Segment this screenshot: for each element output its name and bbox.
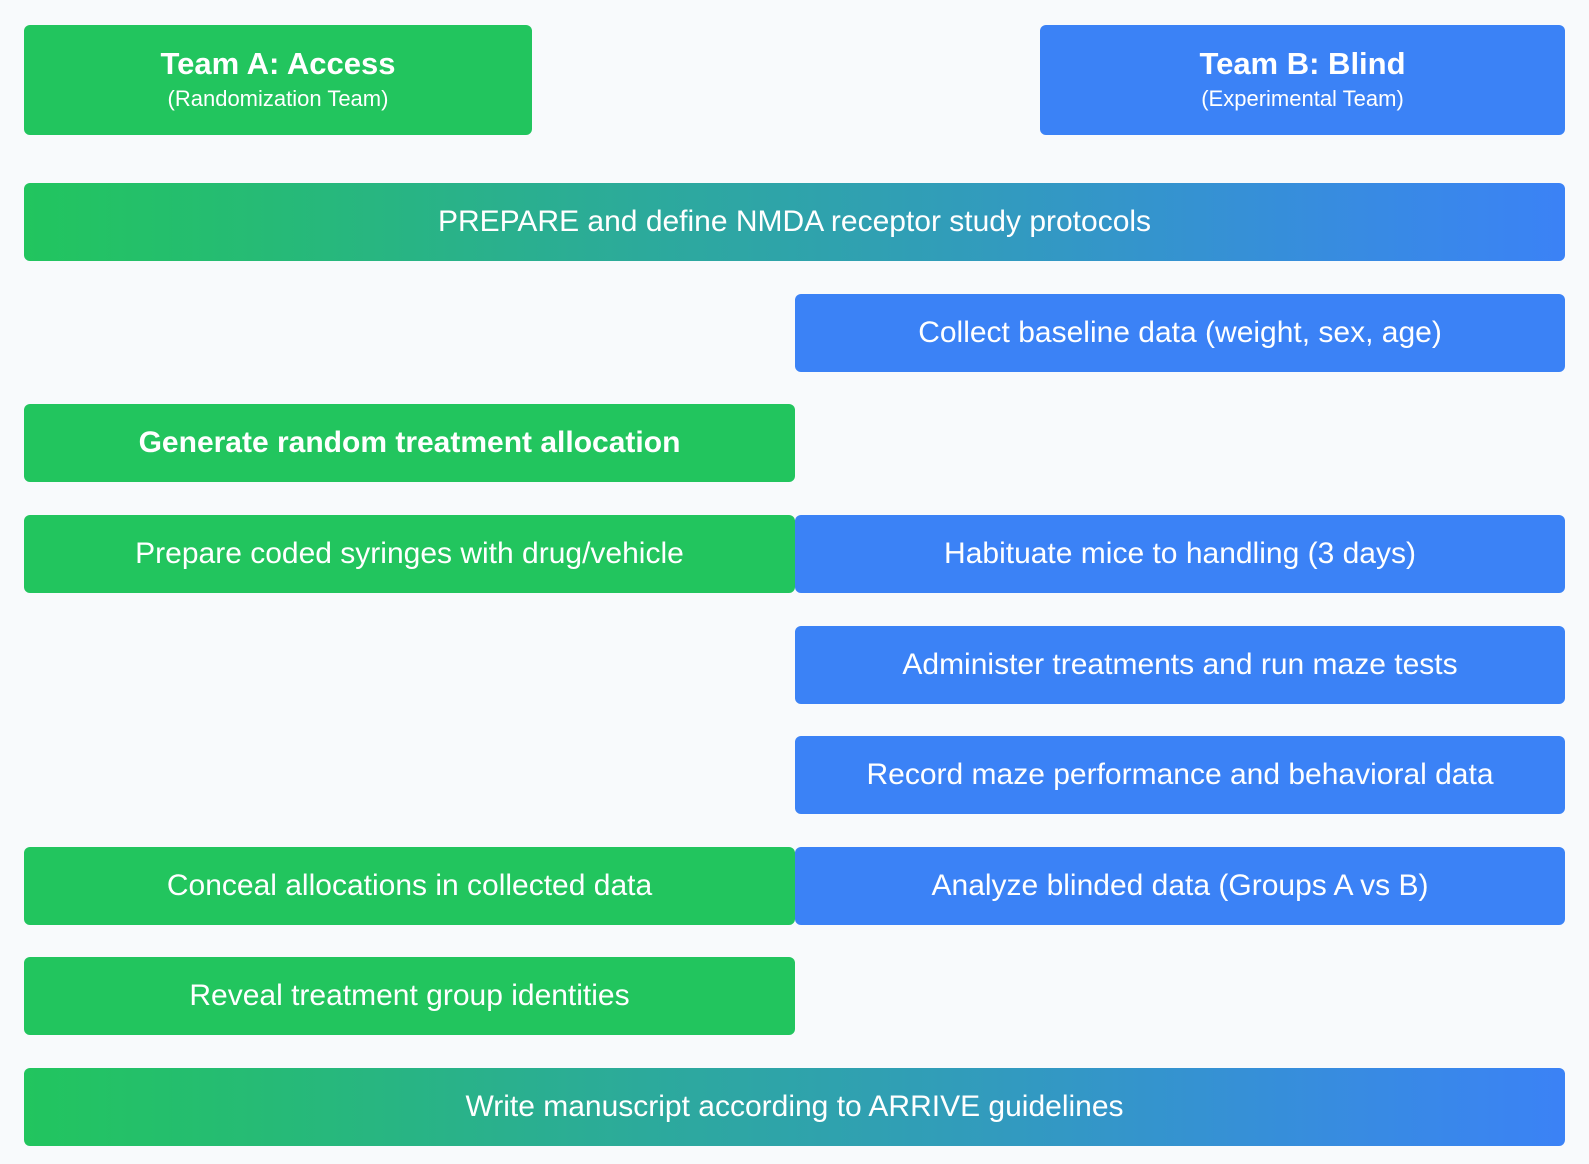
step-reveal-groups: Reveal treatment group identities [24,957,795,1035]
step-habituate-mice-label: Habituate mice to handling (3 days) [944,537,1416,570]
step-prepare-protocols: PREPARE and define NMDA receptor study p… [24,183,1565,261]
team-a-title: Team A: Access [160,46,396,81]
step-analyze-blinded-data: Analyze blinded data (Groups A vs B) [795,847,1565,925]
team-b-title: Team B: Blind [1199,46,1406,81]
step-administer-treatments-label: Administer treatments and run maze tests [902,648,1458,681]
step-conceal-allocations-label: Conceal allocations in collected data [166,869,653,902]
step-prepare-syringes: Prepare coded syringes with drug/vehicle [24,515,795,593]
step-collect-baseline-label: Collect baseline data (weight, sex, age) [918,316,1442,349]
team-a-subtitle: (Randomization Team) [167,86,389,111]
team-b-subtitle: (Experimental Team) [1201,86,1404,111]
team-a-header: Team A: Access (Randomization Team) [24,25,532,135]
step-record-performance: Record maze performance and behavioral d… [795,736,1565,814]
step-write-manuscript-label: Write manuscript according to ARRIVE gui… [465,1090,1124,1123]
step-generate-allocation-label: Generate random treatment allocation [138,426,681,459]
team-b-header: Team B: Blind (Experimental Team) [1040,25,1565,135]
step-habituate-mice: Habituate mice to handling (3 days) [795,515,1565,593]
step-reveal-groups-label: Reveal treatment group identities [189,979,630,1012]
step-generate-allocation: Generate random treatment allocation [24,404,795,482]
step-prepare-protocols-label: PREPARE and define NMDA receptor study p… [437,205,1152,238]
step-write-manuscript: Write manuscript according to ARRIVE gui… [24,1068,1565,1146]
step-collect-baseline: Collect baseline data (weight, sex, age) [795,294,1565,372]
step-administer-treatments: Administer treatments and run maze tests [795,626,1565,704]
step-prepare-syringes-label: Prepare coded syringes with drug/vehicle [135,537,684,570]
step-record-performance-label: Record maze performance and behavioral d… [866,758,1494,791]
step-conceal-allocations: Conceal allocations in collected data [24,847,795,925]
step-analyze-blinded-data-label: Analyze blinded data (Groups A vs B) [931,869,1429,902]
